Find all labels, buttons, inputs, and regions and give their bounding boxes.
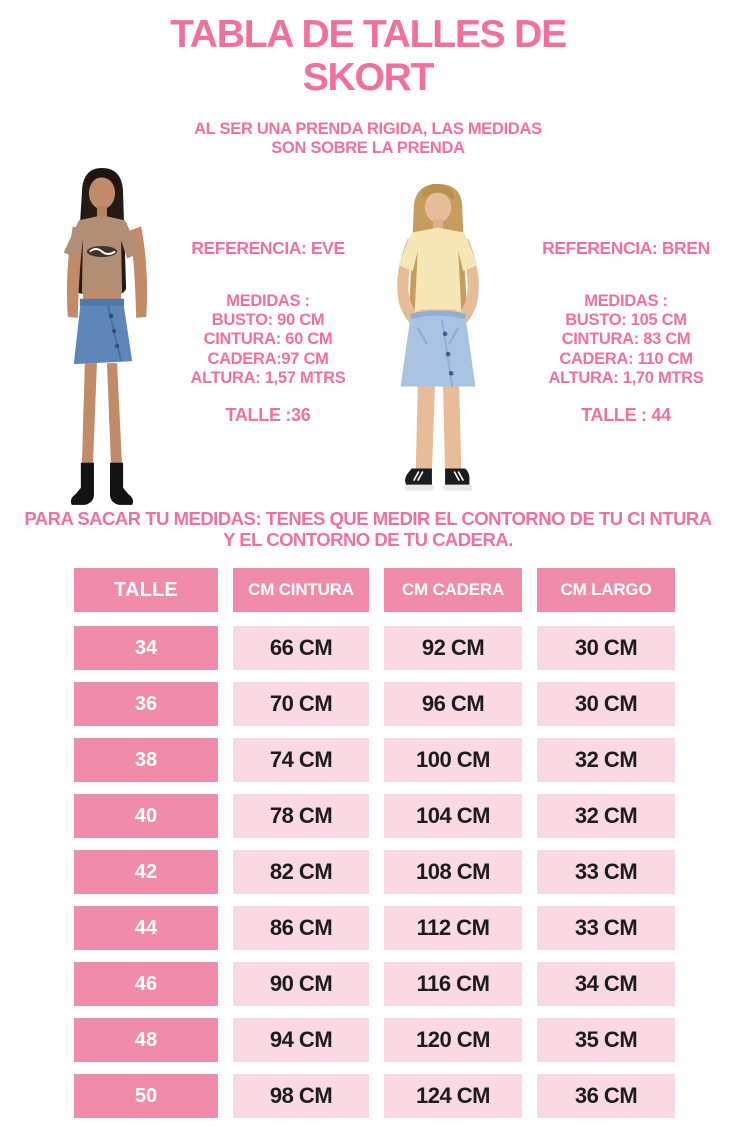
altura-value: ALTURA: 1,70 MTRS — [548, 368, 704, 387]
cadera-value: CADERA: 110 CM — [559, 349, 693, 368]
cintura-cell: 90 CM — [233, 962, 369, 1006]
size-cell: 42 — [74, 850, 218, 894]
cadera-cell: 108 CM — [384, 850, 522, 894]
cintura-value: CINTURA: 83 CM — [561, 330, 691, 349]
cintura-cell: 82 CM — [233, 850, 369, 894]
page-title-line-1: TABLA DE TALLES DE — [170, 13, 567, 56]
table-row-46: 46 90 CM 116 CM 34 CM — [74, 962, 675, 1006]
page-subtitle-line-1: AL SER UNA PRENDA RIGIDA, LAS MEDIDAS — [194, 120, 542, 138]
cadera-value: CADERA:97 CM — [207, 349, 329, 368]
instructions-line-1: PARA SACAR TU MEDIDAS: TENES QUE MEDIR E… — [24, 508, 712, 529]
reference-label-eve: REFERENCIA: EVE — [191, 238, 345, 258]
cadera-cell: 104 CM — [384, 794, 522, 838]
cintura-cell: 78 CM — [233, 794, 369, 838]
cintura-cell: 98 CM — [233, 1074, 369, 1118]
table-row-34: 34 66 CM 92 CM 30 CM — [74, 626, 675, 670]
largo-cell: 33 CM — [537, 850, 675, 894]
table-row-40: 40 78 CM 104 CM 32 CM — [74, 794, 675, 838]
model-info-eve: REFERENCIA: EVE MEDIDAS : BUSTO: 90 CM C… — [168, 238, 368, 426]
page-subtitle: AL SER UNA PRENDA RIGIDA, LAS MEDIDAS SO… — [0, 120, 736, 158]
cintura-cell: 74 CM — [233, 738, 369, 782]
medidas-title: MEDIDAS : — [226, 292, 310, 310]
size-cell: 36 — [74, 682, 218, 726]
cintura-cell: 66 CM — [233, 626, 369, 670]
size-cell: 34 — [74, 626, 218, 670]
model-photo-bren — [397, 183, 479, 491]
table-row-48: 48 94 CM 120 CM 35 CM — [74, 1018, 675, 1062]
size-table: TALLE CM CINTURA CM CADERA CM LARGO 34 6… — [74, 568, 675, 1130]
table-row-42: 42 82 CM 108 CM 33 CM — [74, 850, 675, 894]
largo-cell: 30 CM — [537, 626, 675, 670]
page-subtitle-line-2: SON SOBRE LA PRENDA — [271, 139, 465, 158]
size-cell: 48 — [74, 1018, 218, 1062]
table-row-44: 44 86 CM 112 CM 33 CM — [74, 906, 675, 950]
column-header-cadera: CM CADERA — [384, 568, 522, 612]
cadera-cell: 100 CM — [384, 738, 522, 782]
largo-cell: 33 CM — [537, 906, 675, 950]
cadera-cell: 116 CM — [384, 962, 522, 1006]
altura-value: ALTURA: 1,57 MTRS — [190, 368, 346, 387]
measurements-bren: MEDIDAS : BUSTO: 105 CM CINTURA: 83 CM C… — [522, 292, 730, 388]
cintura-cell: 94 CM — [233, 1018, 369, 1062]
cadera-cell: 112 CM — [384, 906, 522, 950]
instructions-line-2: Y EL CONTORNO DE TU CADERA. — [223, 529, 513, 550]
cadera-cell: 92 CM — [384, 626, 522, 670]
largo-cell: 34 CM — [537, 962, 675, 1006]
size-cell: 40 — [74, 794, 218, 838]
cadera-cell: 124 CM — [384, 1074, 522, 1118]
size-cell: 44 — [74, 906, 218, 950]
busto-value: BUSTO: 105 CM — [565, 311, 687, 330]
model-photo-eve — [63, 168, 148, 505]
size-table-header-row: TALLE CM CINTURA CM CADERA CM LARGO — [74, 568, 675, 612]
model-info-bren: REFERENCIA: BREN MEDIDAS : BUSTO: 105 CM… — [522, 238, 730, 426]
cintura-cell: 86 CM — [233, 906, 369, 950]
page-title-line-2: SKORT — [302, 55, 435, 99]
cintura-cell: 70 CM — [233, 682, 369, 726]
size-cell: 38 — [74, 738, 218, 782]
largo-cell: 36 CM — [537, 1074, 675, 1118]
cintura-value: CINTURA: 60 CM — [203, 330, 333, 349]
reference-label-bren: REFERENCIA: BREN — [542, 238, 710, 258]
column-header-cintura: CM CINTURA — [233, 568, 369, 612]
busto-value: BUSTO: 90 CM — [211, 311, 325, 330]
page-title: TABLA DE TALLES DE SKORT — [0, 13, 736, 100]
cadera-cell: 96 CM — [384, 682, 522, 726]
size-cell: 46 — [74, 962, 218, 1006]
column-header-largo: CM LARGO — [537, 568, 675, 612]
medidas-title: MEDIDAS : — [584, 292, 668, 310]
cadera-cell: 120 CM — [384, 1018, 522, 1062]
table-row-50: 50 98 CM 124 CM 36 CM — [74, 1074, 675, 1118]
measurements-eve: MEDIDAS : BUSTO: 90 CM CINTURA: 60 CM CA… — [168, 292, 368, 388]
column-header-talle: TALLE — [74, 568, 218, 612]
talle-label-bren: TALLE : 44 — [581, 405, 671, 426]
largo-cell: 35 CM — [537, 1018, 675, 1062]
largo-cell: 32 CM — [537, 794, 675, 838]
largo-cell: 30 CM — [537, 682, 675, 726]
size-cell: 50 — [74, 1074, 218, 1118]
talle-label-eve: TALLE :36 — [225, 405, 311, 426]
table-row-36: 36 70 CM 96 CM 30 CM — [74, 682, 675, 726]
largo-cell: 32 CM — [537, 738, 675, 782]
table-row-38: 38 74 CM 100 CM 32 CM — [74, 738, 675, 782]
measuring-instructions: PARA SACAR TU MEDIDAS: TENES QUE MEDIR E… — [0, 508, 736, 550]
